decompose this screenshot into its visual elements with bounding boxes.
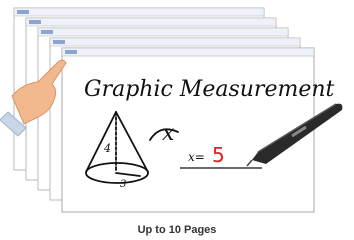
equation-label: x= xyxy=(188,150,205,164)
height-label: 4 xyxy=(103,142,111,155)
handwritten-title: Graphic Measurement xyxy=(84,77,335,102)
variable-label: x xyxy=(162,121,175,146)
page-stack xyxy=(14,8,314,212)
page: {"illustration": {"title": "Graphic Meas… xyxy=(0,0,354,240)
illustration: Graphic Measurement 4 3 x x= 5 Up to 10 … xyxy=(0,0,354,240)
front-page xyxy=(62,48,314,212)
caption: Up to 10 Pages xyxy=(138,224,217,236)
radius-label: 3 xyxy=(120,179,126,190)
answer-label: 5 xyxy=(212,143,225,167)
